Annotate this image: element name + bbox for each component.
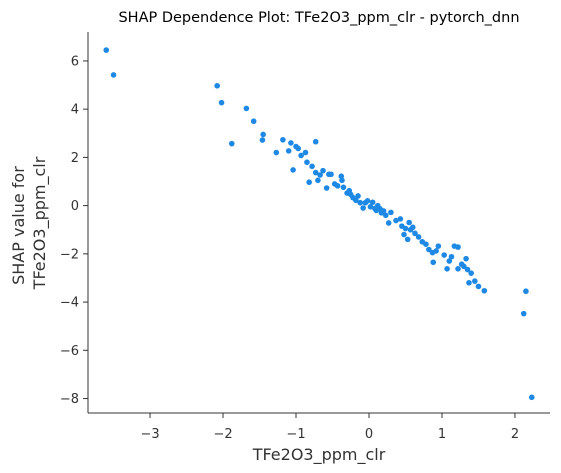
y-ticks: −8 −6 −4 −2 0 2 4 6 <box>60 54 88 407</box>
scatter-point <box>435 243 442 249</box>
y-tick-label: −8 <box>60 392 79 407</box>
scatter-point <box>369 199 376 206</box>
scatter-point <box>393 217 399 224</box>
scatter-point <box>328 171 334 178</box>
scatter-point <box>397 216 404 222</box>
scatter-point <box>475 283 482 290</box>
y-tick-label: 4 <box>71 103 79 118</box>
scatter-point <box>228 140 235 147</box>
scatter-point <box>528 394 535 401</box>
scatter-point <box>430 259 437 266</box>
scatter-point <box>380 208 387 214</box>
scatter-point <box>273 149 280 156</box>
scatter-point <box>444 265 450 272</box>
scatter-point <box>446 258 453 264</box>
scatter-point <box>334 183 341 189</box>
scatter-point <box>423 241 429 248</box>
scatter-point <box>309 163 315 170</box>
scatter-point <box>448 253 455 260</box>
scatter-point <box>290 167 296 173</box>
y-axis-label-line-1: SHAP value for <box>9 166 28 285</box>
x-tick-label: −3 <box>140 427 159 442</box>
scatter-point <box>285 148 292 154</box>
scatter-point <box>406 219 412 226</box>
scatter-point <box>364 197 371 204</box>
scatter-points <box>103 47 535 401</box>
scatter-point <box>409 224 416 231</box>
scatter-point <box>401 231 407 238</box>
scatter-point <box>339 177 345 184</box>
scatter-point <box>315 177 321 184</box>
scatter-point <box>461 263 467 270</box>
scatter-point <box>455 265 461 272</box>
scatter-point <box>468 270 474 276</box>
scatter-point <box>472 278 478 284</box>
scatter-point <box>520 310 527 317</box>
scatter-point <box>466 279 472 286</box>
scatter-point <box>110 72 117 78</box>
chart-title: SHAP Dependence Plot: TFe2O3_ppm_clr - p… <box>118 10 519 26</box>
y-axis-label-line-2: TFe2O3_ppm_clr <box>30 156 50 290</box>
scatter-point <box>317 172 323 178</box>
scatter-point <box>353 197 359 204</box>
scatter-point <box>382 212 389 219</box>
scatter-point <box>302 149 309 156</box>
axes <box>87 32 550 414</box>
scatter-point <box>402 225 409 232</box>
x-tick-label: 0 <box>365 427 373 442</box>
scatter-point <box>295 145 301 152</box>
scatter-point <box>523 288 529 295</box>
scatter-point <box>463 255 469 262</box>
scatter-point <box>360 205 366 211</box>
x-tick-label: −1 <box>286 427 305 442</box>
scatter-point <box>298 152 304 159</box>
x-tick-label: 2 <box>511 427 519 442</box>
scatter-point <box>306 179 312 186</box>
y-tick-label: −4 <box>60 296 79 311</box>
scatter-point <box>355 193 361 199</box>
scatter-point <box>323 185 330 191</box>
scatter-point <box>357 199 364 206</box>
x-ticks: −3 −2 −1 0 1 2 <box>140 413 519 442</box>
scatter-point <box>481 287 488 294</box>
scatter-point <box>103 47 110 53</box>
scatter-point <box>404 236 411 243</box>
scatter-point <box>280 136 286 143</box>
scatter-point <box>367 204 374 210</box>
scatter-point <box>214 82 220 89</box>
x-tick-label: −2 <box>213 427 232 442</box>
scatter-point <box>320 167 326 174</box>
y-tick-label: −2 <box>60 247 79 262</box>
scatter-point <box>243 105 250 112</box>
scatter-point <box>218 99 225 106</box>
y-axis-label: SHAP value for TFe2O3_ppm_clr <box>9 156 50 290</box>
y-tick-label: −6 <box>60 344 79 359</box>
scatter-point <box>455 244 461 250</box>
scatter-point <box>433 248 439 254</box>
y-tick-label: 2 <box>71 151 79 166</box>
scatter-point <box>250 118 257 125</box>
scatter-point <box>412 230 418 237</box>
scatter-point <box>415 234 422 240</box>
scatter-point <box>388 209 394 216</box>
scatter-point <box>464 266 471 273</box>
scatter-point <box>312 169 319 176</box>
scatter-point <box>304 159 310 166</box>
y-tick-label: 0 <box>71 199 79 214</box>
y-tick-label: 6 <box>71 54 79 69</box>
x-axis-label: TFe2O3_ppm_clr <box>252 445 386 465</box>
scatter-point <box>260 131 266 138</box>
scatter-point <box>312 138 319 145</box>
x-tick-label: 1 <box>438 427 446 442</box>
scatter-point <box>259 137 266 143</box>
scatter-point <box>385 220 392 226</box>
scatter-point <box>441 252 447 258</box>
scatter-point <box>426 246 432 253</box>
scatter-point <box>340 184 347 191</box>
scatter-point <box>288 140 294 146</box>
